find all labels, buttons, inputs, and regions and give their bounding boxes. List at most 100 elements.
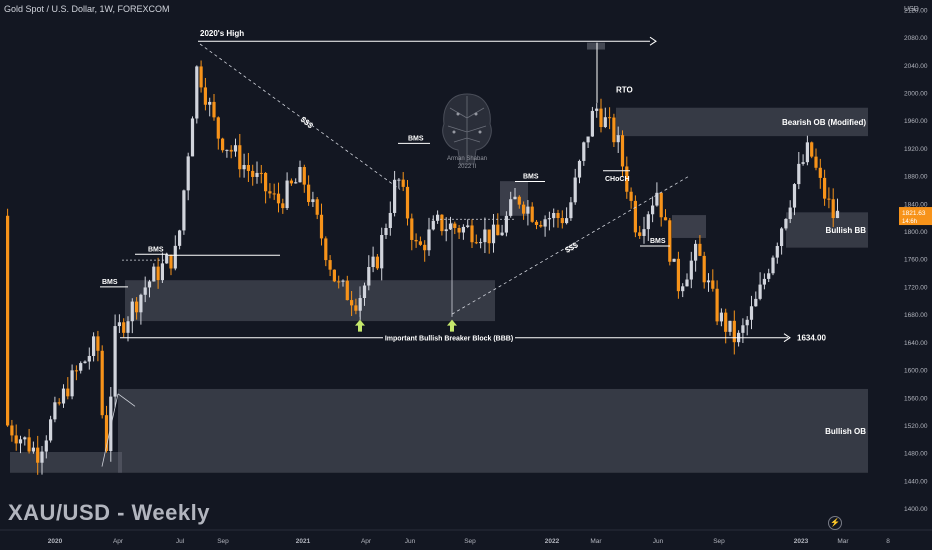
candle-body [173,245,177,269]
candle-body [367,267,371,286]
candle-body [178,230,182,246]
candle-body [156,266,160,281]
zone-rect [10,451,122,473]
candle-body [547,218,551,220]
liquidity-label: $$$ [299,115,315,131]
candle-body [427,229,431,251]
up-arrow-icon [447,319,457,332]
candle-body [216,117,220,139]
candle-body [814,156,818,168]
candle-body [393,179,397,213]
time-tick-label: 2021 [296,538,311,545]
candle-body [754,298,758,307]
candle-body [169,254,173,269]
candle-body [83,361,87,364]
candle-body [337,281,341,283]
candle-body [749,306,754,320]
candle-body [354,305,358,311]
liquidity-trendline [451,175,691,315]
annotation-label: 2020's High [200,29,244,38]
candle-body [242,165,246,170]
candle-body [87,355,91,362]
candle-body [784,218,788,229]
bms-label: BMS [523,174,539,181]
candle-body [229,149,233,152]
candle-body [500,232,504,236]
candle-body [474,242,478,244]
candle-body [117,322,121,327]
candle-body [298,167,302,183]
candle-body [758,284,762,299]
candle-body [470,225,474,243]
candle-body [160,263,164,281]
candle-body [706,280,711,283]
candle-body [233,145,238,152]
price-tick-label: 1600.00 [904,368,928,375]
candle-body [423,244,427,251]
candle-body [272,193,276,195]
price-axis-currency: USD [904,6,919,13]
candle-body [251,170,255,177]
candle-body [436,214,440,221]
candle-body [27,437,31,452]
lightning-icon[interactable]: ⚡ [828,516,842,530]
candle-body [186,156,190,191]
candle-body [831,199,835,219]
candle-body [92,336,96,356]
candle-body [418,241,422,245]
candle-body [440,214,444,232]
candle-body [595,108,599,111]
candle-body [767,273,771,279]
price-tick-label: 2000.00 [904,90,928,97]
price-tick-label: 1640.00 [904,340,928,347]
candle-body [397,179,401,181]
candle-body [401,179,405,187]
candle-body [827,198,831,200]
logo-line2: 2022 II [457,164,477,170]
pointer-line [117,393,136,407]
time-tick-label: Mar [837,538,849,545]
candle-body [539,224,543,227]
candle-body [715,288,719,322]
bms-label: BMS [650,238,666,245]
price-tick-label: 1560.00 [904,395,928,402]
candle-body [479,242,483,244]
candle-body [18,439,23,444]
candle-body [663,217,668,221]
candle-body [350,300,354,306]
candle-body [689,260,693,280]
arrow-icon [649,36,657,46]
candle-body [608,117,612,119]
candle-body [556,212,560,219]
time-tick-label: Jun [653,538,664,545]
bms-label: BMS [148,246,164,253]
candle-body [311,199,315,203]
price-tick-label: 1920.00 [904,146,928,153]
candle-body [431,220,435,230]
price-tick-label: 1680.00 [904,312,928,319]
candle-body [259,172,263,174]
candle-body [57,402,61,404]
liquidity-label: $$$ [564,240,581,255]
candle-body [659,192,663,218]
candle-body [208,101,212,105]
candle-body [302,167,306,185]
zone-label: Bullish OB [825,427,866,436]
candle-body [53,402,57,420]
time-tick-label: 2023 [794,538,809,545]
candle-body [655,192,659,206]
candle-body [130,301,134,322]
candle-body [694,243,698,261]
bms-label: BMS [408,135,424,142]
candle-body [307,184,311,203]
logo-caption: Arman Shaban 2022 II [436,155,498,171]
zone-rect [616,107,868,137]
candle-body [569,202,573,219]
candle-body [805,142,809,163]
candle-body [113,326,117,397]
candle-body [246,165,250,171]
candle-body [620,135,625,167]
candle-body [14,435,18,444]
candle-body [453,223,457,229]
